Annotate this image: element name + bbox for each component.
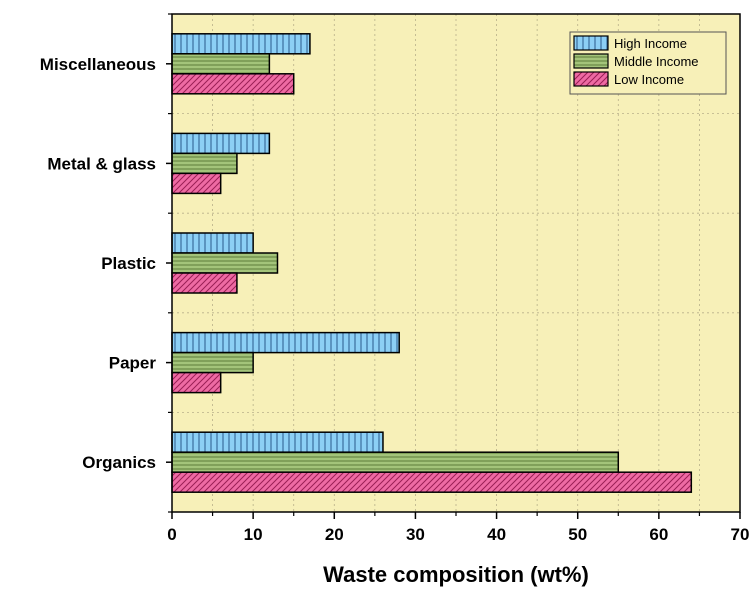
bar-middle-income-plastic bbox=[171, 252, 279, 274]
y-tick-label: Miscellaneous bbox=[40, 55, 156, 74]
bar-high-income-organics bbox=[171, 431, 384, 453]
bars bbox=[171, 33, 693, 493]
bar-low-income-organics bbox=[171, 471, 693, 493]
legend-swatch bbox=[573, 71, 609, 87]
bar-low-income-plastic bbox=[171, 272, 238, 294]
x-tick-label: 20 bbox=[325, 525, 344, 544]
axes: 0 10 20 30 40 50 60 70 Organics Paper Plastic Metal… bbox=[40, 13, 750, 544]
bar-low-income-metal-glass bbox=[171, 172, 222, 195]
bar-middle-income-metal-glass bbox=[171, 152, 238, 175]
x-tick-label: 60 bbox=[649, 525, 668, 544]
bar-middle-income-miscellaneous bbox=[171, 53, 271, 75]
legend-label: Middle Income bbox=[614, 54, 699, 69]
legend-label: Low Income bbox=[614, 72, 684, 87]
legend: High Income Middle Income Low Income bbox=[569, 31, 727, 95]
x-tick-label: 40 bbox=[487, 525, 506, 544]
x-tick-label: 50 bbox=[568, 525, 587, 544]
x-axis-title: Waste composition (wt%) bbox=[323, 562, 589, 587]
x-tick-label: 10 bbox=[244, 525, 263, 544]
legend-swatch bbox=[573, 35, 609, 51]
x-tick-label: 30 bbox=[406, 525, 425, 544]
bar-high-income-metal-glass bbox=[171, 132, 271, 155]
bar-high-income-paper bbox=[171, 331, 400, 354]
y-tick-label: Metal & glass bbox=[47, 154, 156, 173]
y-tick-label: Paper bbox=[109, 354, 157, 373]
legend-label: High Income bbox=[614, 36, 687, 51]
bar-high-income-miscellaneous bbox=[171, 33, 311, 55]
bar-middle-income-organics bbox=[171, 451, 620, 473]
bar-high-income-plastic bbox=[171, 232, 254, 254]
bar-low-income-paper bbox=[171, 371, 222, 394]
x-tick-label: 70 bbox=[731, 525, 750, 544]
bar-middle-income-paper bbox=[171, 351, 254, 374]
y-tick-label: Plastic bbox=[101, 254, 156, 273]
bar-low-income-miscellaneous bbox=[171, 73, 295, 95]
legend-swatch bbox=[573, 53, 609, 69]
y-tick-label: Organics bbox=[82, 453, 156, 472]
x-tick-label: 0 bbox=[167, 525, 176, 544]
